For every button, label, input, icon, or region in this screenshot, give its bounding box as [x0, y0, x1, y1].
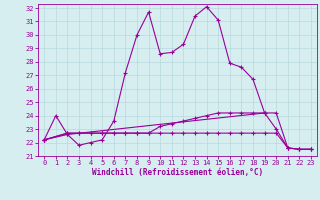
X-axis label: Windchill (Refroidissement éolien,°C): Windchill (Refroidissement éolien,°C): [92, 168, 263, 177]
